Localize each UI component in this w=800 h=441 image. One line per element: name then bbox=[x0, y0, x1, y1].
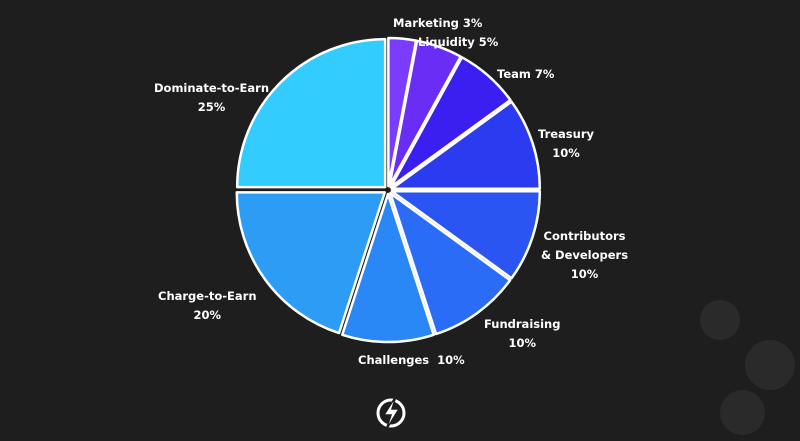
label-team: Team 7% bbox=[497, 67, 555, 81]
pie-slice-challenges bbox=[341, 192, 435, 344]
label-contributors-pct: 10% bbox=[570, 267, 599, 281]
label-treasury: Treasury 10% bbox=[538, 125, 594, 163]
label-dominate: Dominate-to-Earn 25% bbox=[154, 79, 269, 117]
label-contributors-name2: & Developers bbox=[541, 248, 629, 262]
pie-slice-team bbox=[389, 56, 512, 189]
label-challenges: Challenges 10% bbox=[358, 353, 465, 367]
label-treasury-name: Treasury bbox=[538, 127, 595, 141]
pie-slice-dominate-to-earn bbox=[235, 37, 387, 189]
pie-slice-contributors-developers bbox=[390, 189, 542, 280]
label-marketing: Marketing 3% bbox=[393, 16, 483, 30]
decor-dot bbox=[745, 340, 795, 390]
lightning-bolt-circle-icon bbox=[376, 395, 406, 431]
label-dominate-pct: 25% bbox=[197, 100, 226, 114]
label-contributors-name: Contributors bbox=[543, 229, 626, 243]
label-treasury-pct: 10% bbox=[552, 146, 580, 160]
pie-slice-liquidity bbox=[388, 39, 462, 188]
label-charge: Charge-to-Earn 20% bbox=[158, 287, 257, 325]
label-contributors: Contributors & Developers 10% bbox=[541, 227, 628, 284]
decor-dot bbox=[700, 300, 740, 340]
pie-slice-treasury bbox=[390, 100, 542, 191]
label-charge-pct: 20% bbox=[193, 308, 222, 322]
label-dominate-name: Dominate-to-Earn bbox=[154, 81, 270, 95]
label-charge-name: Charge-to-Earn bbox=[158, 289, 257, 303]
label-fundraising-pct: 10% bbox=[508, 336, 536, 350]
decor-dot bbox=[720, 390, 765, 435]
label-fundraising: Fundraising 10% bbox=[484, 315, 560, 353]
label-fundraising-name: Fundraising bbox=[484, 317, 561, 331]
label-liquidity: Liquidity 5% bbox=[418, 35, 499, 49]
pie-slice-fundraising bbox=[389, 191, 512, 336]
pie-slice-charge-to-earn bbox=[235, 191, 387, 335]
